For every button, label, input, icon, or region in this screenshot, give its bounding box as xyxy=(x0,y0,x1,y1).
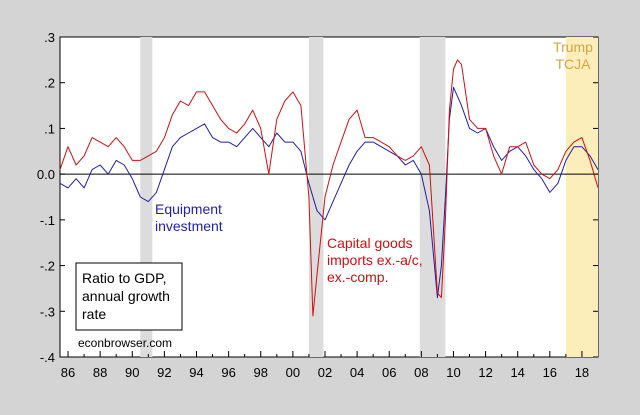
y-tick-label: .3 xyxy=(44,30,55,45)
y-tick-label: .2 xyxy=(44,76,55,91)
legend-box-line2: annual growth xyxy=(82,288,170,304)
series-lines xyxy=(59,59,599,317)
recession-band-1 xyxy=(308,37,324,357)
y-tick-label: -.2 xyxy=(40,259,55,274)
equipment-label-line1: Equipment xyxy=(155,201,222,217)
x-tick-label: 90 xyxy=(125,365,139,380)
source-label: econbrowser.com xyxy=(78,336,172,350)
recession-band-2 xyxy=(419,37,446,357)
legend-box-line1: Ratio to GDP, xyxy=(82,270,167,286)
trump-label-line2: TCJA xyxy=(556,56,592,72)
y-tick-label: 0.0 xyxy=(37,167,55,182)
x-axis-ticks: 86 88 90 92 94 96 98 00 02 04 06 08 10 12 14 16 18 xyxy=(61,351,589,380)
x-tick-label: 16 xyxy=(543,365,557,380)
x-tick-label: 12 xyxy=(478,365,492,380)
x-tick-label: 94 xyxy=(189,365,203,380)
y-tick-label: -.4 xyxy=(40,350,55,365)
x-tick-label: 98 xyxy=(254,365,268,380)
x-tick-label: 00 xyxy=(286,365,300,380)
y-axis-ticks: .3 .2 .1 0.0 -.1 -.2 -.3 -.4 xyxy=(37,30,598,365)
capital-goods-label-line1: Capital goods xyxy=(327,235,413,251)
x-tick-label: 08 xyxy=(414,365,428,380)
legend-box-line3: rate xyxy=(82,306,106,322)
y-tick-label: -.3 xyxy=(40,304,55,319)
capital-goods-label-line2: imports ex.-a/c, xyxy=(327,252,423,268)
equipment-label-line2: investment xyxy=(155,218,223,234)
x-tick-label: 04 xyxy=(350,365,364,380)
x-tick-label: 86 xyxy=(61,365,75,380)
trump-band xyxy=(565,37,598,357)
legend-box xyxy=(75,262,183,331)
x-tick-label: 10 xyxy=(446,365,460,380)
x-tick-label: 14 xyxy=(510,365,524,380)
x-tick-label: 88 xyxy=(93,365,107,380)
x-tick-label: 06 xyxy=(382,365,396,380)
trump-period-band xyxy=(565,37,598,357)
trump-label-line1: Trump xyxy=(553,39,593,55)
x-tick-label: 02 xyxy=(318,365,332,380)
x-tick-label: 96 xyxy=(221,365,235,380)
y-tick-label: -.1 xyxy=(40,213,55,228)
x-tick-label: 18 xyxy=(575,365,589,380)
capital-goods-label-line3: ex.-comp. xyxy=(327,269,388,285)
y-tick-label: .1 xyxy=(44,121,55,136)
x-tick-label: 92 xyxy=(157,365,171,380)
series-line-equipment xyxy=(59,86,599,299)
series-line-capital_goods xyxy=(59,59,599,317)
